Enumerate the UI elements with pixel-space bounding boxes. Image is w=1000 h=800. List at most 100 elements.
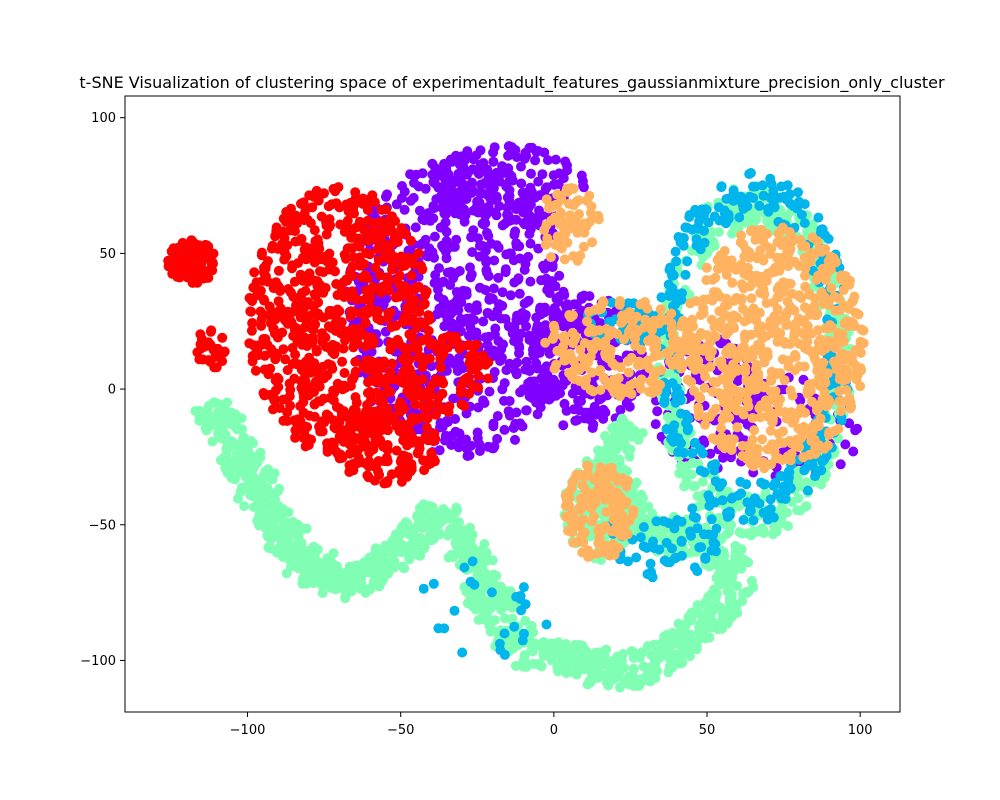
scatter-point	[521, 356, 532, 367]
scatter-point	[405, 235, 416, 246]
scatter-point	[488, 569, 499, 580]
scatter-point	[360, 317, 371, 328]
scatter-point	[523, 251, 534, 262]
scatter-point	[275, 286, 286, 296]
scatter-point	[676, 233, 687, 243]
scatter-point	[459, 562, 470, 573]
scatter-point	[413, 248, 424, 259]
scatter-point	[724, 522, 735, 533]
scatter-point	[299, 425, 310, 436]
scatter-point	[492, 193, 502, 204]
scatter-point	[569, 299, 580, 310]
scatter-point	[301, 254, 312, 265]
scatter-point	[283, 284, 294, 294]
scatter-point	[744, 506, 755, 517]
scatter-point	[328, 385, 339, 396]
scatter-point	[431, 409, 441, 420]
scatter-point	[256, 475, 267, 485]
scatter-point	[406, 270, 417, 281]
scatter-point	[511, 204, 522, 215]
scatter-point	[452, 519, 463, 530]
scatter-point	[477, 350, 488, 361]
scatter-point	[734, 527, 745, 538]
scatter-point	[481, 265, 492, 276]
scatter-point	[414, 281, 424, 292]
scatter-point	[403, 353, 414, 364]
scatter-point	[249, 349, 260, 360]
scatter-point	[770, 477, 781, 488]
scatter-point	[419, 402, 430, 413]
scatter-point	[835, 459, 846, 470]
scatter-point	[403, 363, 414, 374]
scatter-point	[300, 242, 311, 253]
scatter-point	[419, 465, 430, 476]
scatter-point	[226, 419, 237, 430]
scatter-point	[745, 168, 756, 178]
scatter-point	[178, 258, 188, 269]
scatter-point	[385, 307, 396, 318]
scatter-point	[422, 515, 433, 526]
scatter-point	[336, 317, 347, 328]
scatter-point	[206, 325, 217, 336]
scatter-point	[396, 223, 407, 234]
scatter-point	[275, 303, 286, 314]
scatter-point	[360, 439, 371, 450]
scatter-point	[663, 518, 674, 529]
scatter-point	[385, 387, 396, 398]
scatter-point	[600, 655, 611, 666]
scatter-point	[765, 504, 776, 514]
scatter-point	[230, 470, 241, 481]
scatter-point	[295, 415, 306, 426]
scatter-point	[542, 155, 553, 166]
scatter-point	[595, 647, 606, 658]
scatter-point	[467, 556, 478, 567]
scatter-point	[678, 447, 689, 458]
scatter-point	[416, 352, 427, 363]
scatter-point	[268, 502, 279, 513]
scatter-point	[664, 288, 675, 299]
scatter-point	[260, 260, 271, 271]
scatter-point	[344, 448, 355, 459]
scatter-point	[408, 525, 419, 536]
scatter-point	[480, 332, 491, 343]
scatter-point	[370, 262, 381, 273]
scatter-point	[454, 343, 465, 354]
scatter-point	[462, 169, 472, 180]
scatter-point	[413, 447, 424, 458]
scatter-point	[524, 330, 535, 341]
scatter-point	[693, 223, 703, 234]
scatter-point	[329, 347, 340, 358]
scatter-point	[488, 156, 499, 167]
scatter-point	[424, 501, 435, 511]
scatter-point	[506, 248, 516, 259]
scatter-point	[263, 542, 274, 553]
scatter-point	[613, 424, 624, 435]
scatter-point	[489, 142, 500, 153]
points-layer	[163, 141, 869, 693]
scatter-point	[282, 416, 293, 426]
scatter-point	[272, 486, 283, 497]
scatter-point	[683, 422, 694, 433]
scatter-point	[352, 458, 363, 469]
scatter-point	[302, 277, 313, 287]
scatter-point	[732, 581, 743, 591]
scatter-point	[495, 645, 506, 656]
scatter-point	[483, 441, 494, 452]
scatter-point	[474, 240, 485, 251]
scatter-point	[426, 361, 437, 372]
scatter-point	[218, 452, 229, 463]
scatter-point	[484, 386, 495, 397]
scatter-point	[334, 423, 345, 433]
scatter-point	[663, 645, 674, 656]
scatter-point	[489, 600, 500, 611]
scatter-point	[624, 401, 635, 412]
scatter-point	[262, 531, 273, 542]
scatter-point	[366, 227, 376, 238]
scatter-point	[295, 269, 306, 280]
scatter-point	[336, 433, 347, 444]
scatter-point	[298, 407, 309, 418]
scatter-point	[310, 290, 321, 301]
scatter-point	[680, 269, 691, 280]
scatter-point	[451, 529, 462, 540]
